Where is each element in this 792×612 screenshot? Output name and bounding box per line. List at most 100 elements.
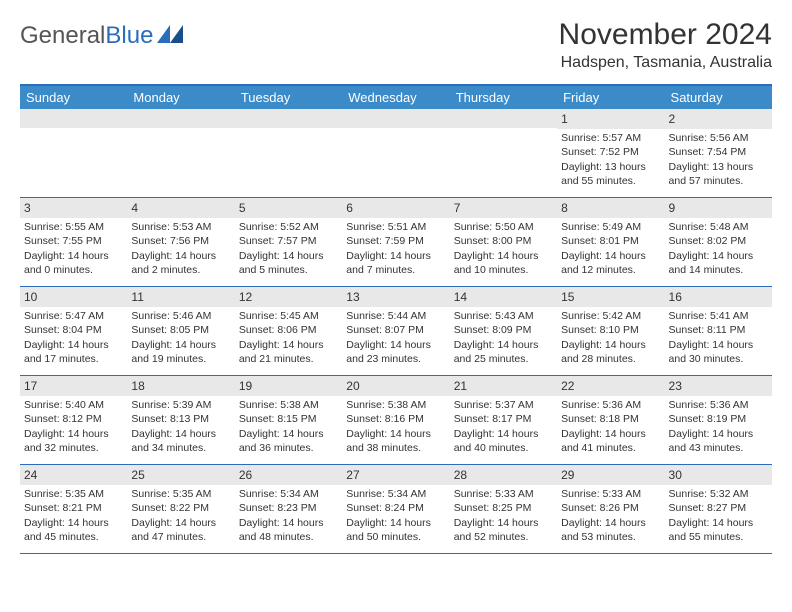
day-cell: 14Sunrise: 5:43 AMSunset: 8:09 PMDayligh… [450,287,557,375]
sunrise-text: Sunrise: 5:35 AM [131,487,230,501]
sunset-text: Sunset: 8:13 PM [131,412,230,426]
day-number: 2 [665,109,772,129]
daylight-text: Daylight: 14 hours and 5 minutes. [239,249,338,277]
calendar: SundayMondayTuesdayWednesdayThursdayFrid… [20,84,772,554]
day-number: 3 [20,198,127,218]
sunset-text: Sunset: 8:09 PM [454,323,553,337]
day-number: 28 [450,465,557,485]
sunset-text: Sunset: 8:10 PM [561,323,660,337]
sunrise-text: Sunrise: 5:47 AM [24,309,123,323]
week-row: 10Sunrise: 5:47 AMSunset: 8:04 PMDayligh… [20,287,772,376]
day-number: 30 [665,465,772,485]
day-body: Sunrise: 5:41 AMSunset: 8:11 PMDaylight:… [665,307,772,370]
sunset-text: Sunset: 7:54 PM [669,145,768,159]
header: GeneralBlue November 2024 Hadspen, Tasma… [20,18,772,78]
daylight-text: Daylight: 14 hours and 36 minutes. [239,427,338,455]
day-body: Sunrise: 5:53 AMSunset: 7:56 PMDaylight:… [127,218,234,281]
day-cell: 18Sunrise: 5:39 AMSunset: 8:13 PMDayligh… [127,376,234,464]
sunset-text: Sunset: 8:23 PM [239,501,338,515]
day-cell: 12Sunrise: 5:45 AMSunset: 8:06 PMDayligh… [235,287,342,375]
sunrise-text: Sunrise: 5:52 AM [239,220,338,234]
day-body: Sunrise: 5:48 AMSunset: 8:02 PMDaylight:… [665,218,772,281]
daylight-text: Daylight: 14 hours and 40 minutes. [454,427,553,455]
day-cell: 16Sunrise: 5:41 AMSunset: 8:11 PMDayligh… [665,287,772,375]
day-body: Sunrise: 5:50 AMSunset: 8:00 PMDaylight:… [450,218,557,281]
sunset-text: Sunset: 8:04 PM [24,323,123,337]
sunrise-text: Sunrise: 5:36 AM [561,398,660,412]
month-title: November 2024 [559,18,772,52]
day-cell: 1Sunrise: 5:57 AMSunset: 7:52 PMDaylight… [557,109,664,197]
day-body: Sunrise: 5:36 AMSunset: 8:18 PMDaylight:… [557,396,664,459]
day-body: Sunrise: 5:35 AMSunset: 8:21 PMDaylight:… [20,485,127,548]
sunrise-text: Sunrise: 5:36 AM [669,398,768,412]
day-number [235,109,342,128]
day-body: Sunrise: 5:43 AMSunset: 8:09 PMDaylight:… [450,307,557,370]
sunrise-text: Sunrise: 5:33 AM [561,487,660,501]
day-cell: 5Sunrise: 5:52 AMSunset: 7:57 PMDaylight… [235,198,342,286]
sunset-text: Sunset: 8:26 PM [561,501,660,515]
sunset-text: Sunset: 8:05 PM [131,323,230,337]
sunrise-text: Sunrise: 5:56 AM [669,131,768,145]
sunrise-text: Sunrise: 5:37 AM [454,398,553,412]
day-number: 14 [450,287,557,307]
sunset-text: Sunset: 8:21 PM [24,501,123,515]
day-number [342,109,449,128]
day-cell [127,109,234,197]
daylight-text: Daylight: 14 hours and 53 minutes. [561,516,660,544]
logo: GeneralBlue [20,18,183,50]
sunset-text: Sunset: 8:00 PM [454,234,553,248]
sunrise-text: Sunrise: 5:38 AM [346,398,445,412]
weekday-header: Friday [557,86,664,109]
day-number: 9 [665,198,772,218]
day-number: 26 [235,465,342,485]
sunrise-text: Sunrise: 5:42 AM [561,309,660,323]
day-number: 11 [127,287,234,307]
day-number: 23 [665,376,772,396]
day-cell: 22Sunrise: 5:36 AMSunset: 8:18 PMDayligh… [557,376,664,464]
daylight-text: Daylight: 13 hours and 55 minutes. [561,160,660,188]
day-body: Sunrise: 5:42 AMSunset: 8:10 PMDaylight:… [557,307,664,370]
sunrise-text: Sunrise: 5:57 AM [561,131,660,145]
day-number: 19 [235,376,342,396]
day-number: 21 [450,376,557,396]
sunrise-text: Sunrise: 5:50 AM [454,220,553,234]
sunset-text: Sunset: 8:17 PM [454,412,553,426]
day-body: Sunrise: 5:47 AMSunset: 8:04 PMDaylight:… [20,307,127,370]
sunset-text: Sunset: 8:12 PM [24,412,123,426]
day-cell: 20Sunrise: 5:38 AMSunset: 8:16 PMDayligh… [342,376,449,464]
day-body: Sunrise: 5:51 AMSunset: 7:59 PMDaylight:… [342,218,449,281]
day-number: 25 [127,465,234,485]
daylight-text: Daylight: 14 hours and 14 minutes. [669,249,768,277]
day-body: Sunrise: 5:36 AMSunset: 8:19 PMDaylight:… [665,396,772,459]
logo-word2: Blue [105,22,153,50]
day-body: Sunrise: 5:35 AMSunset: 8:22 PMDaylight:… [127,485,234,548]
sunset-text: Sunset: 8:02 PM [669,234,768,248]
sunrise-text: Sunrise: 5:35 AM [24,487,123,501]
day-body: Sunrise: 5:33 AMSunset: 8:26 PMDaylight:… [557,485,664,548]
day-cell [20,109,127,197]
sunrise-text: Sunrise: 5:46 AM [131,309,230,323]
week-row: 1Sunrise: 5:57 AMSunset: 7:52 PMDaylight… [20,109,772,198]
sunrise-text: Sunrise: 5:49 AM [561,220,660,234]
day-body: Sunrise: 5:57 AMSunset: 7:52 PMDaylight:… [557,129,664,192]
day-cell: 6Sunrise: 5:51 AMSunset: 7:59 PMDaylight… [342,198,449,286]
day-cell: 2Sunrise: 5:56 AMSunset: 7:54 PMDaylight… [665,109,772,197]
day-cell: 3Sunrise: 5:55 AMSunset: 7:55 PMDaylight… [20,198,127,286]
day-cell: 25Sunrise: 5:35 AMSunset: 8:22 PMDayligh… [127,465,234,553]
sunrise-text: Sunrise: 5:48 AM [669,220,768,234]
daylight-text: Daylight: 14 hours and 34 minutes. [131,427,230,455]
day-cell: 21 Sunrise: 5:37 AMSunset: 8:17 PMDayligh… [450,376,557,464]
day-cell [235,109,342,197]
sunrise-text: Sunrise: 5:39 AM [131,398,230,412]
daylight-text: Daylight: 14 hours and 0 minutes. [24,249,123,277]
title-block: November 2024 Hadspen, Tasmania, Austral… [559,18,772,78]
sunset-text: Sunset: 7:57 PM [239,234,338,248]
day-cell: 4Sunrise: 5:53 AMSunset: 7:56 PMDaylight… [127,198,234,286]
day-cell: 24Sunrise: 5:35 AMSunset: 8:21 PMDayligh… [20,465,127,553]
sunset-text: Sunset: 8:16 PM [346,412,445,426]
day-body: Sunrise: 5:39 AMSunset: 8:13 PMDaylight:… [127,396,234,459]
logo-word1: General [20,22,105,50]
day-number [20,109,127,128]
daylight-text: Daylight: 14 hours and 48 minutes. [239,516,338,544]
daylight-text: Daylight: 14 hours and 17 minutes. [24,338,123,366]
